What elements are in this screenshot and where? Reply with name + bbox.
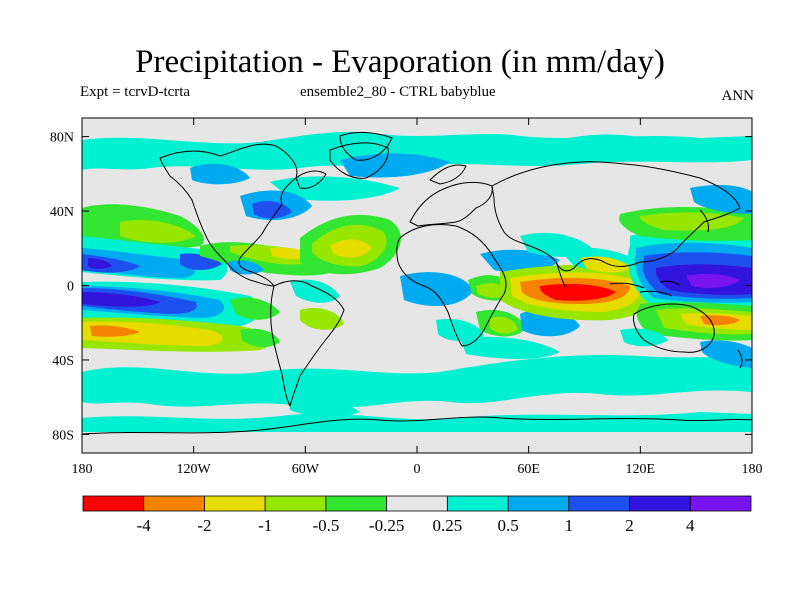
antarctica-coast — [82, 416, 752, 435]
colorbar-swatch — [507, 495, 570, 512]
axis-labels: 80N 40N 0 40S 80S 180 120W 60W 0 60E 120E 180 — [50, 131, 763, 477]
x-tick-label: 0 — [414, 462, 421, 477]
axis-ticks — [81, 118, 753, 453]
colorbar-label: 1 — [565, 516, 574, 535]
colorbar-label: -1 — [258, 516, 272, 535]
australia-coast — [633, 303, 715, 353]
y-tick-label: 80N — [50, 131, 74, 146]
colorbar-label: 0.5 — [497, 516, 518, 535]
colorbar-label: 0.25 — [432, 516, 462, 535]
x-tick-label: 120E — [626, 462, 656, 477]
colorbar-label: -0.25 — [369, 516, 404, 535]
colorbar-swatch — [446, 495, 509, 512]
north-america-coast — [159, 143, 298, 287]
colorbar-swatch — [568, 495, 630, 512]
x-tick-label: 60E — [517, 462, 540, 477]
x-tick-label: 120W — [177, 462, 212, 477]
colorbar-label: -4 — [137, 516, 152, 535]
colorbar-swatch — [204, 495, 266, 512]
south-america-coast — [270, 280, 345, 407]
y-tick-label: 0 — [67, 280, 74, 295]
colorbar-swatch — [629, 495, 691, 512]
y-tick-label: 40N — [50, 205, 74, 220]
y-tick-label: 40S — [52, 354, 74, 369]
southern-ocean-wet — [82, 354, 752, 409]
colorbar-label: 4 — [686, 516, 695, 535]
africa-coast — [396, 224, 507, 347]
x-tick-label: 60W — [292, 462, 320, 477]
asia-coast — [491, 161, 741, 272]
colorbar-swatch — [264, 495, 327, 512]
colorbar-swatch — [325, 495, 388, 512]
colorbar-label: 2 — [625, 516, 634, 535]
y-tick-label: 80S — [52, 428, 74, 443]
colorbar-swatch — [689, 495, 752, 512]
colorbar-swatch — [143, 495, 205, 512]
ensemble-label: ensemble2_80 - CTRL babyblue — [300, 84, 496, 100]
colorbar: -4 -2 -1 -0.5 -0.25 0.25 0.5 1 2 4 — [82, 495, 752, 535]
colorbar-label: -2 — [197, 516, 211, 535]
x-tick-label: 180 — [72, 462, 93, 477]
experiment-label: Expt = tcrvD-tcrta — [80, 84, 191, 100]
map-title: Precipitation - Evaporation (in mm/day) — [135, 44, 665, 80]
coastlines — [82, 131, 752, 435]
anomaly-field — [82, 131, 752, 432]
x-tick-label: 180 — [742, 462, 763, 477]
season-label: ANN — [721, 88, 755, 104]
colorbar-label: -0.5 — [312, 516, 339, 535]
colorbar-swatch — [82, 495, 145, 512]
colorbar-swatch — [386, 495, 448, 512]
